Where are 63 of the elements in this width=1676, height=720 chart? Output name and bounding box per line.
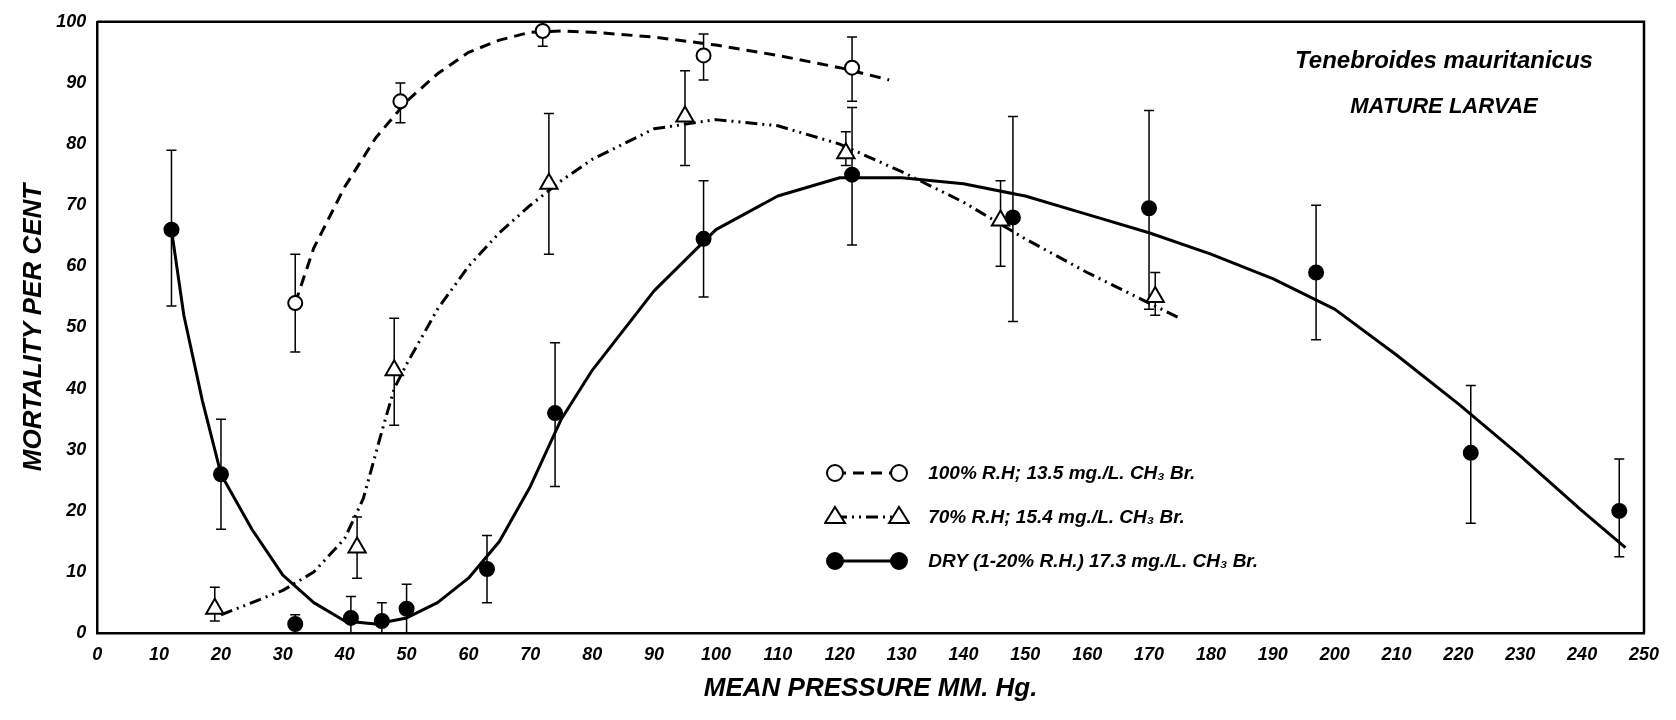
x-tick-label: 10	[149, 643, 170, 664]
text: Tenebroides mauritanicus	[1295, 46, 1593, 74]
y-tick-label: 0	[76, 622, 87, 643]
legend-label: 70% R.H; 15.4 mg./L. CH₃ Br.	[928, 506, 1185, 529]
x-tick-label: 60	[458, 643, 479, 664]
x-tick-label: 70	[520, 643, 541, 664]
point	[534, 22, 551, 39]
x-tick-label: 160	[1072, 643, 1103, 664]
point	[1004, 209, 1021, 226]
y-tick-label: 70	[66, 194, 87, 215]
point	[342, 609, 359, 626]
y-tick-label: 100	[56, 10, 87, 31]
x-tick-label: 150	[1010, 643, 1041, 664]
point	[398, 600, 415, 617]
y-tick-label: 30	[66, 438, 87, 459]
point	[373, 612, 390, 629]
x-tick-label: 50	[396, 643, 417, 664]
y-tick-label: 60	[66, 255, 87, 276]
x-axis-title: MEAN PRESSURE MM. Hg.	[703, 671, 1038, 702]
x-tick-label: 40	[333, 643, 355, 664]
point	[163, 221, 180, 238]
point	[479, 561, 496, 577]
x-tick-label: 100	[700, 643, 731, 664]
x-tick-label: 0	[92, 643, 103, 664]
point	[1308, 264, 1325, 281]
y-axis-title: MORTALITY PER CENT	[16, 181, 47, 472]
point	[547, 405, 564, 422]
x-tick-label: 140	[948, 643, 979, 664]
point	[1141, 200, 1158, 217]
x-tick-label: 80	[582, 643, 603, 664]
point	[287, 295, 304, 312]
point	[844, 59, 861, 76]
x-tick-label: 190	[1257, 643, 1288, 664]
x-tick-label: 130	[886, 643, 917, 664]
x-tick-label: 220	[1442, 643, 1474, 664]
x-tick-label: 210	[1380, 643, 1412, 664]
x-tick-label: 200	[1318, 643, 1350, 664]
point	[695, 47, 712, 64]
point	[212, 466, 229, 483]
x-tick-label: 230	[1504, 643, 1536, 664]
x-tick-label: 110	[763, 643, 793, 664]
y-tick-label: 90	[66, 71, 87, 92]
y-tick-label: 50	[66, 316, 87, 337]
x-tick-label: 90	[644, 643, 665, 664]
point	[695, 230, 712, 247]
x-tick-label: 120	[824, 643, 855, 664]
point	[392, 93, 409, 110]
point	[844, 166, 861, 183]
legend-label: 100% R.H; 13.5 mg./L. CH₃ Br.	[928, 462, 1196, 485]
x-tick-label: 250	[1627, 643, 1660, 664]
y-tick-label: 10	[66, 561, 87, 582]
y-tick-label: 80	[66, 133, 87, 154]
y-tick-label: 40	[65, 377, 87, 398]
x-tick-label: 170	[1134, 643, 1165, 664]
point	[1611, 502, 1628, 519]
x-tick-label: 20	[209, 643, 231, 664]
x-tick-label: 240	[1566, 643, 1598, 664]
legend-label: DRY (1-20% R.H.) 17.3 mg./L. CH₃ Br.	[928, 550, 1258, 573]
x-tick-label: 180	[1195, 643, 1226, 664]
point	[1462, 444, 1479, 461]
y-tick-label: 20	[65, 499, 87, 520]
x-tick-label: 30	[272, 643, 293, 664]
text: MATURE LARVAE	[1350, 92, 1540, 118]
